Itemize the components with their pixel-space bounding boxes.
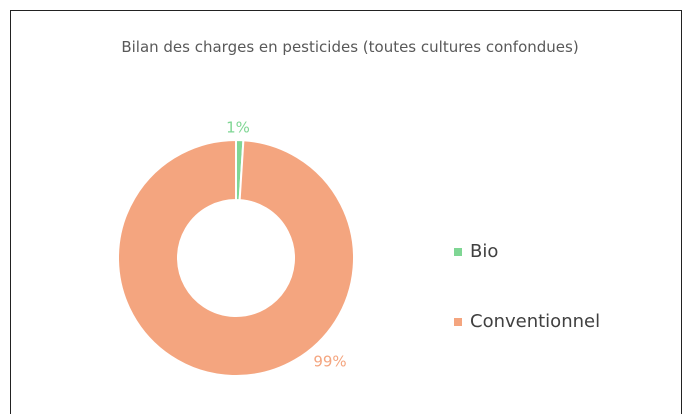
- legend-swatch: [454, 248, 462, 256]
- legend-label: Conventionnel: [470, 311, 600, 332]
- legend-swatch: [454, 318, 462, 326]
- legend-label: Bio: [470, 241, 498, 262]
- chart-frame: [10, 10, 682, 414]
- data-label: 1%: [226, 119, 250, 137]
- pie-slice: [117, 138, 355, 377]
- data-label: 99%: [313, 353, 346, 371]
- chart-title: Bilan des charges en pesticides (toutes …: [121, 38, 579, 56]
